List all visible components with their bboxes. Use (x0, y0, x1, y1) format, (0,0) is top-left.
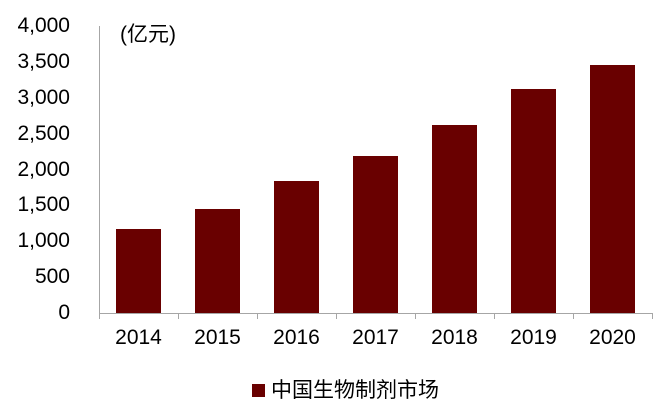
x-axis-label-2014: 2014 (115, 326, 162, 349)
x-axis-label-2015: 2015 (194, 326, 241, 349)
y-axis-tick-label: 0 (58, 301, 70, 324)
y-axis-line (99, 26, 100, 319)
x-axis-label-2020: 2020 (589, 326, 636, 349)
y-axis-tick-label: 3,500 (17, 49, 70, 73)
y-axis-tick-label: 4,000 (17, 14, 70, 37)
bar-2014 (116, 229, 161, 313)
bar-2020 (590, 65, 635, 313)
x-axis-label-2019: 2019 (510, 326, 557, 349)
x-axis-label-2016: 2016 (273, 326, 320, 349)
y-axis-unit-label: (亿元) (120, 23, 176, 46)
legend-series-label: 中国生物制剂市场 (271, 379, 439, 402)
x-axis-tick-mark (494, 314, 495, 319)
x-axis-tick-mark (415, 314, 416, 319)
x-axis-tick-mark (336, 314, 337, 319)
y-axis-tick-label: 2,500 (17, 121, 70, 145)
x-axis-label-2017: 2017 (352, 326, 399, 349)
y-axis-tick-label: 3,000 (17, 85, 70, 109)
x-axis-label-2018: 2018 (431, 326, 478, 349)
x-axis-tick-mark (652, 314, 653, 319)
bar-2016 (274, 181, 319, 313)
y-axis-tick-label: 500 (34, 265, 70, 289)
x-axis-tick-mark (573, 314, 574, 319)
legend-marker-square-icon (252, 384, 265, 397)
x-axis-tick-mark (99, 314, 100, 319)
y-axis-tick-label: 2,000 (17, 157, 70, 181)
x-axis-tick-mark (257, 314, 258, 319)
x-axis-line (99, 313, 653, 314)
bar-2018 (432, 125, 477, 313)
y-axis-tick-label: 1,000 (17, 229, 70, 253)
bar-2019 (511, 89, 556, 313)
bar-2015 (195, 209, 240, 313)
bar-2017 (353, 156, 398, 313)
legend: 中国生物制剂市场 (0, 380, 665, 401)
y-axis-tick-label: 1,500 (17, 193, 70, 217)
x-axis-tick-mark (178, 314, 179, 319)
